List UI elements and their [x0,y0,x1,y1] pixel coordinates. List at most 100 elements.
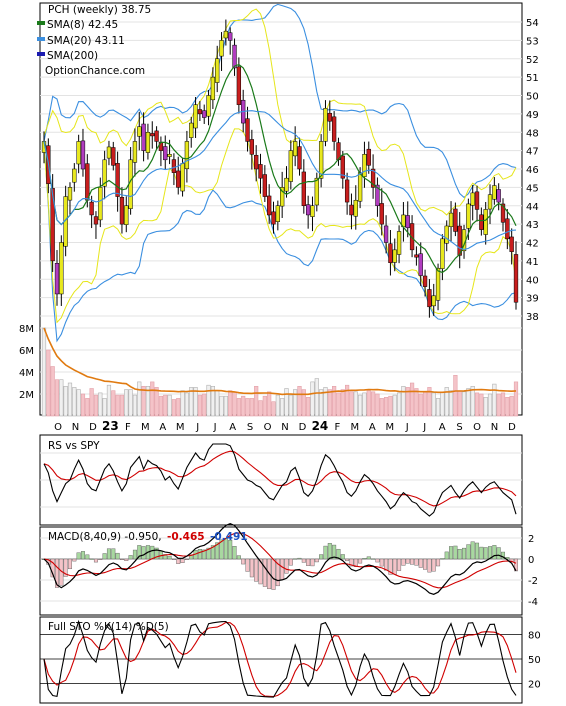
macd-histogram-bar [353,558,358,567]
candle-body [115,163,120,197]
price-panel: 54 53 52 51 50 49 48 47 46 45 44 43 42 41 40 39 38 8M 6M 4… [19,2,539,417]
candle-body [150,133,155,137]
candle-body [119,196,125,225]
sto-label: Full STO %K(14) %D(5) [48,621,169,633]
volume-bar [202,393,207,417]
candle-body [215,58,220,83]
candle-body [327,112,332,122]
volume-bar [470,385,475,417]
volume-bar [219,395,224,417]
candle-body [453,208,458,232]
volume-bar [505,396,510,417]
macd-histogram-bar [336,548,341,560]
volume-bar [267,391,272,417]
volume-bar [513,381,519,417]
candle-body [457,225,462,256]
price-y-tick: 44 [526,202,539,213]
macd-histogram-bar [180,558,185,563]
candle-body [236,66,242,105]
sto-y-tick-labels: 80 50 20 [528,630,541,690]
candle-body [284,177,289,192]
macd-histogram-bar [444,551,449,560]
volume-bar [189,387,194,417]
macd-histogram-bar [475,542,480,560]
candle-body [440,238,445,269]
rs-panel: RS vs SPY [39,434,523,526]
volume-bar [327,389,332,417]
macd-histogram-bar [470,541,475,560]
volume-bar [128,389,133,417]
macd-histogram-bar [206,547,211,560]
macd-histogram-bar [288,558,293,566]
macd-histogram-bar [76,552,81,560]
candle-body [366,148,371,166]
volume-bar [345,384,350,417]
candle-body [189,122,194,138]
volume-bar [362,392,367,417]
volume-bar [184,392,189,417]
sto-y-tick: 50 [528,655,541,666]
candle-body [223,30,229,39]
volume-bar [80,393,86,417]
chart-title: PCH (weekly) 38.75 [48,4,151,16]
price-y-tick: 38 [526,312,539,323]
volume-bar [98,392,103,417]
macd-histogram-bar [423,558,428,570]
volume-bar [241,395,246,417]
macd-histogram-bar [245,558,250,572]
candle-body [167,154,172,157]
candle-body [171,159,177,173]
volume-average-line [43,327,517,396]
x-tick-label: M [176,422,185,433]
price-y-tick: 40 [526,275,539,286]
macd-histogram-bar [197,549,202,560]
macd-value-macd: -0.465 [167,531,205,543]
volume-bar [206,384,211,417]
volume-bar [124,389,129,417]
candle-body [435,267,441,301]
macd-y-tick: 2 [528,534,534,545]
macd-histogram-bar [137,545,142,560]
volume-bar [236,398,241,417]
envelope-upper-line [43,8,517,216]
x-tick-label: A [439,422,446,433]
watermark: OptionChance.com [45,65,145,77]
candle-body [293,141,298,157]
volume-bar [392,394,397,417]
volume-bar [46,349,51,417]
candle-body [344,179,350,203]
x-tick-label: J [213,422,217,433]
bollinger-upper-line [43,3,517,199]
volume-y-tick: 2M [19,390,34,401]
volume-bar [41,327,47,417]
x-tick-label: S [456,422,462,433]
volume-bar [89,388,94,417]
candle-body [50,188,55,262]
candle-body [54,263,60,295]
macd-histogram-bar [418,558,423,568]
macd-histogram-bar [479,546,484,560]
macd-histogram-bar [414,558,419,566]
macd-histogram-bar [431,558,436,572]
macd-histogram-bar [358,558,363,564]
volume-bar [54,379,60,417]
volume-bar [314,378,319,417]
macd-histogram-bar [301,558,306,563]
macd-y-tick: -2 [528,576,538,587]
x-tick-label: 23 [102,419,119,433]
candle-body [340,155,345,179]
macd-histogram-bar [349,558,354,567]
legend-swatch-sma8 [37,21,45,25]
volume-bar [297,385,302,417]
volume-y-tick: 6M [19,346,34,357]
macd-histogram-bar [310,558,315,567]
macd-histogram-bar [371,558,376,560]
sma8-line [43,63,517,274]
x-tick-label: F [335,422,341,433]
candle-body [267,195,272,216]
volume-bar [228,390,233,417]
rs-label: RS vs SPY [48,440,100,452]
candle-body [111,147,116,166]
candle-body [418,253,423,276]
volume-bar [145,385,151,417]
